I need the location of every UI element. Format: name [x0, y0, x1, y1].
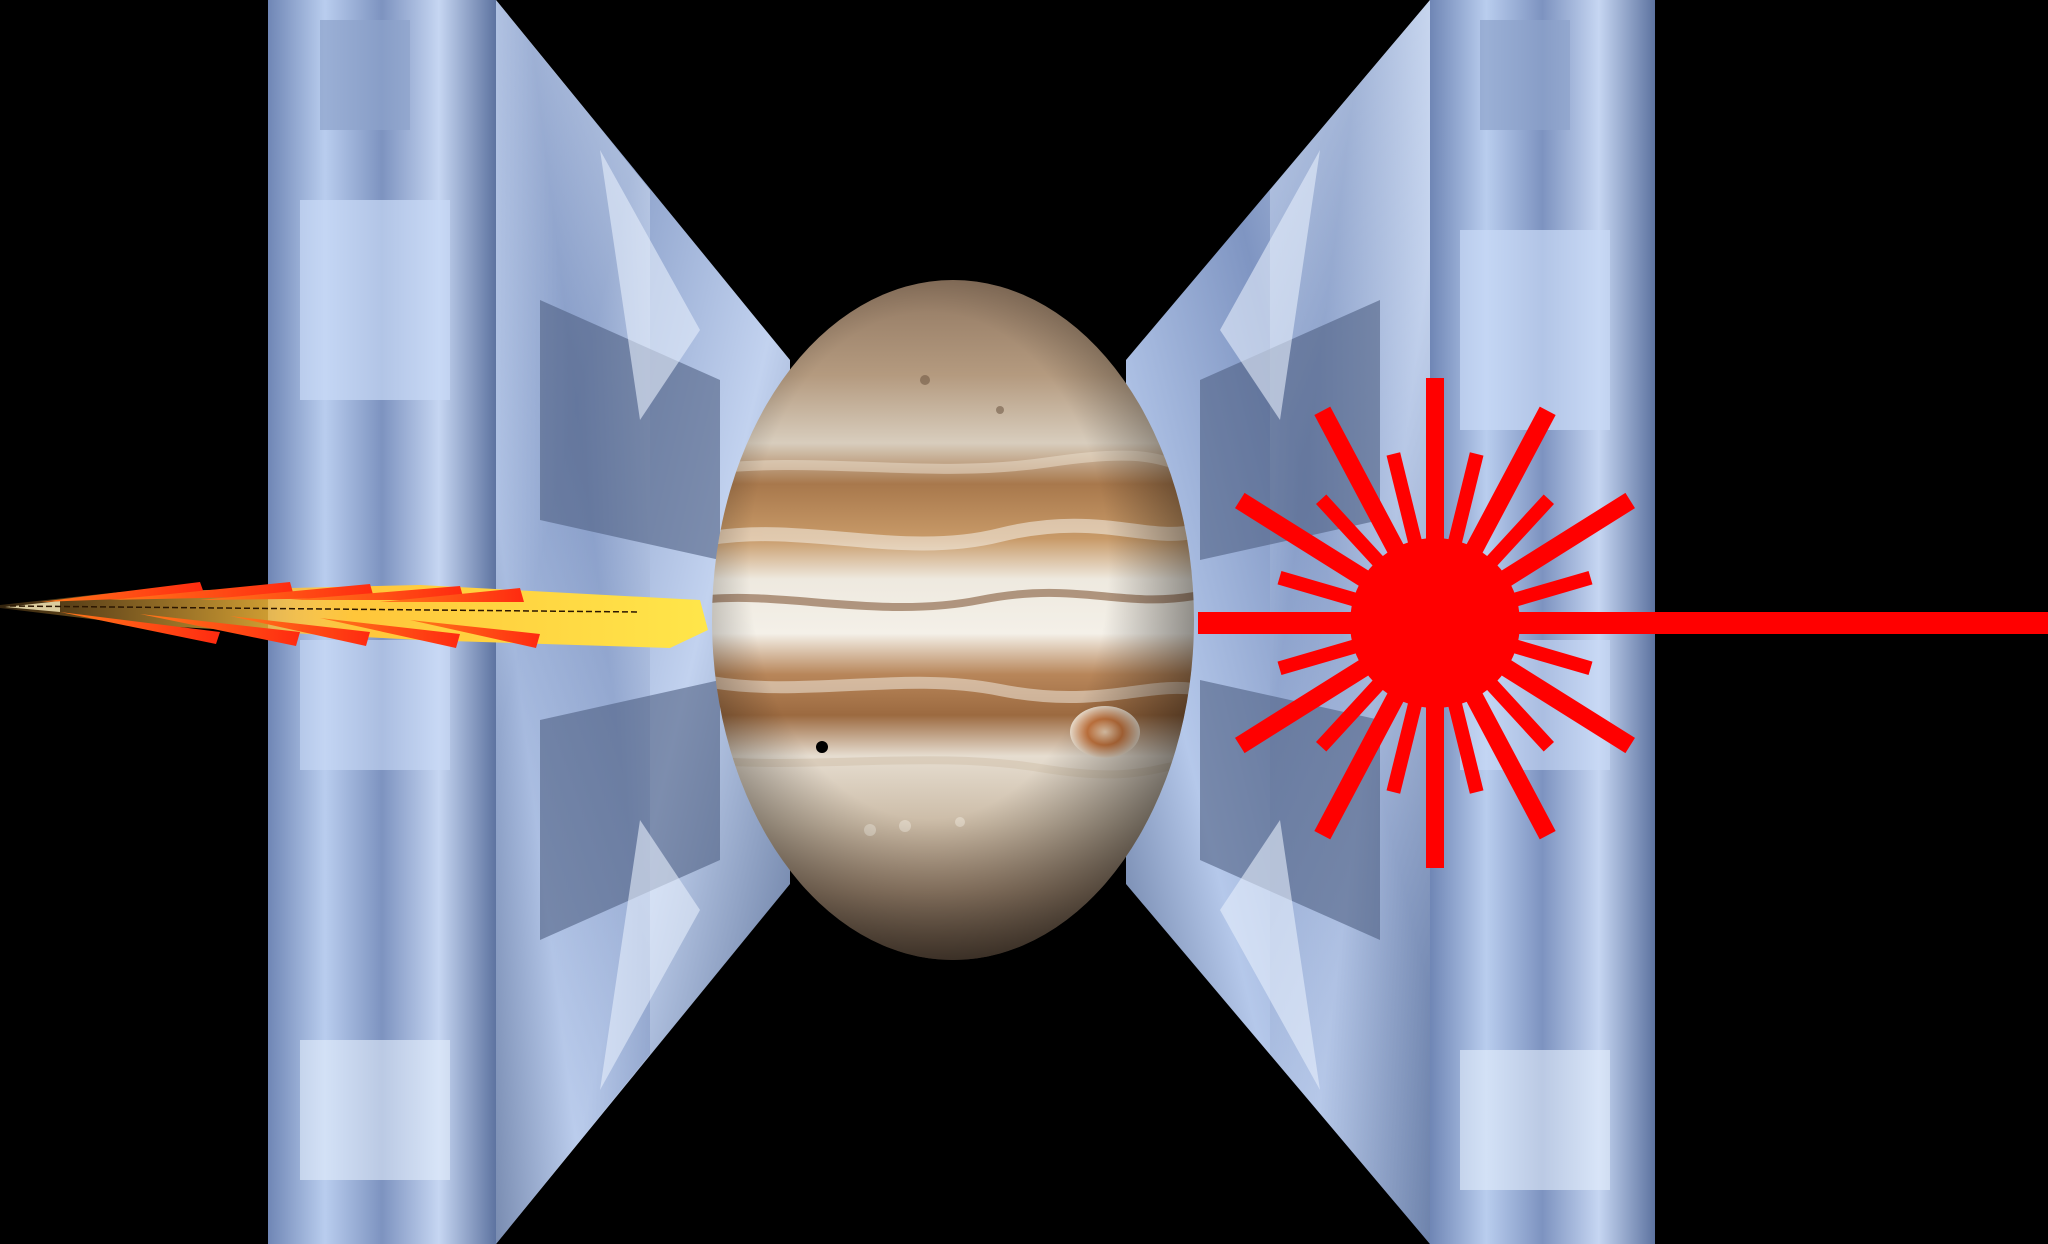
laser-ray [1430, 615, 1635, 754]
planet [712, 280, 1194, 960]
shock-wave-icon [0, 582, 708, 648]
laser-ray [1433, 570, 1593, 630]
laser-ray [1235, 615, 1440, 754]
right-diamond-anvil [1126, 0, 1655, 1244]
laser-ray [1430, 492, 1635, 631]
laser-ray [1427, 406, 1556, 628]
laser-ray [1314, 618, 1443, 840]
laser-ray [1314, 406, 1443, 628]
laser-burst-icon [1198, 378, 2048, 868]
laser-ray [1427, 618, 1556, 840]
laser-ray [1235, 492, 1440, 631]
